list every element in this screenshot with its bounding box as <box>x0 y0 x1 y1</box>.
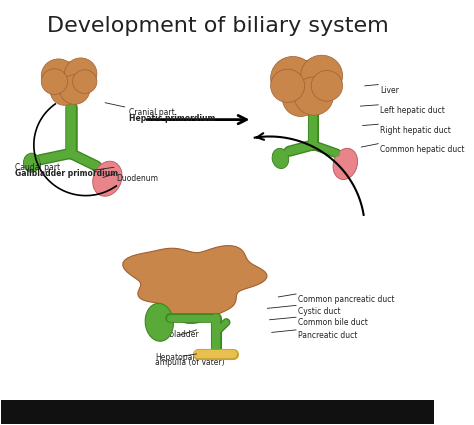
Text: Cystic duct: Cystic duct <box>298 307 340 316</box>
Circle shape <box>64 58 97 90</box>
Circle shape <box>283 60 335 111</box>
Text: ampulla (of Vater): ampulla (of Vater) <box>155 358 225 367</box>
Text: www.alamy.com: www.alamy.com <box>356 413 407 418</box>
Text: Hepatopancreatic: Hepatopancreatic <box>155 353 223 362</box>
Text: Liver: Liver <box>380 86 399 95</box>
Text: Common hepatic duct: Common hepatic duct <box>380 145 465 154</box>
Text: Pancreatic duct: Pancreatic duct <box>298 331 357 340</box>
Text: Gallbladder primordium: Gallbladder primordium <box>15 169 118 178</box>
Text: Image ID: 2HCJ0F6: Image ID: 2HCJ0F6 <box>356 406 415 411</box>
Circle shape <box>73 70 97 94</box>
Text: Left hepatic duct: Left hepatic duct <box>380 106 445 115</box>
Text: Common pancreatic duct: Common pancreatic duct <box>298 295 394 304</box>
Text: Development of biliary system: Development of biliary system <box>47 16 389 36</box>
Bar <box>1 400 434 424</box>
Circle shape <box>294 77 333 115</box>
Circle shape <box>50 78 79 105</box>
Circle shape <box>60 75 90 104</box>
Circle shape <box>301 55 343 96</box>
Text: Common bile duct: Common bile duct <box>298 318 368 328</box>
Circle shape <box>283 81 319 116</box>
Text: Cranial part: Cranial part <box>129 108 175 117</box>
Text: Caudal part: Caudal part <box>15 163 60 172</box>
Circle shape <box>50 62 91 101</box>
Ellipse shape <box>23 153 40 172</box>
Ellipse shape <box>272 148 289 169</box>
Text: alamy: alamy <box>23 405 65 418</box>
Text: Hepatic primordium: Hepatic primordium <box>129 114 215 123</box>
Ellipse shape <box>145 303 173 341</box>
Circle shape <box>271 57 315 100</box>
Text: Gallbladder: Gallbladder <box>155 330 200 339</box>
Circle shape <box>311 71 343 101</box>
Polygon shape <box>123 246 267 323</box>
Ellipse shape <box>333 148 357 179</box>
Ellipse shape <box>93 161 122 196</box>
Circle shape <box>41 69 68 94</box>
Text: Right hepatic duct: Right hepatic duct <box>380 125 451 135</box>
Circle shape <box>41 59 76 93</box>
Text: Duodenum: Duodenum <box>116 175 158 184</box>
Circle shape <box>271 69 305 102</box>
